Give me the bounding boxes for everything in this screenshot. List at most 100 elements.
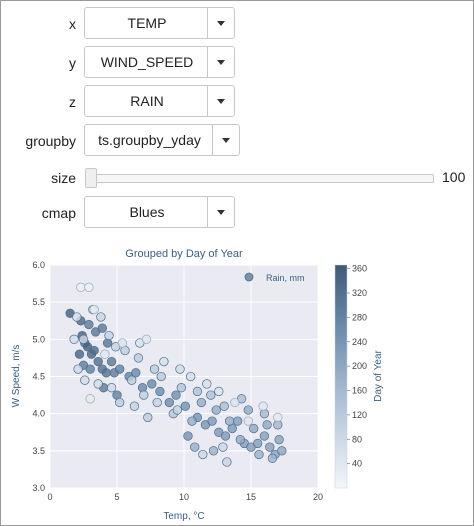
scatter-point — [143, 412, 153, 423]
x-select[interactable]: TEMP — [84, 7, 235, 39]
scatter-points — [65, 282, 287, 467]
x-select-value: TEMP — [127, 15, 167, 31]
scatter-point — [85, 364, 95, 374]
scatter-point — [74, 349, 85, 359]
scatter-point — [186, 371, 196, 382]
chevron-down-icon — [217, 99, 225, 104]
scatter-point — [97, 323, 107, 333]
scatter-point — [78, 334, 89, 344]
scatter-point — [232, 416, 243, 426]
scatter-point — [84, 282, 94, 292]
groupby-select-button[interactable] — [212, 125, 239, 155]
colorbar-tick-label: 320 — [352, 288, 367, 298]
scatter-point — [159, 356, 169, 367]
scatter-point — [208, 446, 219, 456]
scatter-point — [93, 379, 103, 389]
scatter-point — [76, 282, 86, 292]
scatter-point — [149, 364, 160, 374]
scatter-point — [155, 386, 165, 397]
scatter-point — [274, 435, 284, 445]
scatter-point — [196, 397, 207, 408]
size-slider-handle[interactable] — [85, 168, 97, 188]
scatter-point — [117, 338, 128, 348]
colorbar-tick-label: 80 — [352, 434, 362, 444]
scatter-point — [84, 319, 94, 330]
size-label: size — [51, 170, 76, 186]
y-tick-label: 3.5 — [32, 446, 45, 456]
y-tick-label: 6.0 — [32, 260, 45, 270]
z-select[interactable]: RAIN — [84, 85, 235, 117]
scatter-point — [265, 442, 275, 452]
scatter-point — [192, 386, 203, 397]
y-select-button[interactable] — [207, 47, 234, 77]
x-label: x — [69, 16, 76, 32]
z-select-button[interactable] — [207, 86, 234, 116]
scatter-point — [115, 397, 125, 408]
scatter-point — [129, 401, 140, 411]
grid-lines — [49, 264, 319, 489]
colorbar-tick-label: 360 — [352, 264, 367, 274]
scatter-point — [258, 401, 268, 411]
chevron-down-icon — [217, 210, 225, 215]
scatter-point — [133, 353, 144, 363]
scatter-point — [202, 379, 212, 389]
scatter-point — [96, 312, 106, 322]
legend-marker — [244, 272, 254, 282]
scatter-point — [211, 405, 221, 415]
scatter-point — [104, 330, 114, 341]
chevron-down-icon — [217, 21, 225, 26]
scatter-point — [93, 356, 103, 367]
colorbar-tick-label: 120 — [352, 410, 367, 420]
scatter-point — [139, 390, 149, 400]
colorbar-tick-label: 40 — [352, 459, 362, 469]
colorbar — [334, 264, 348, 489]
colorbar-tick-label: 200 — [352, 361, 367, 371]
scatter-point — [72, 312, 82, 322]
scatter-point — [187, 416, 197, 426]
scatter-point — [259, 431, 270, 441]
y-tick-label: 4.0 — [32, 409, 45, 419]
legend-label: Rain, mm — [266, 273, 305, 283]
scatter-point — [214, 386, 224, 397]
y-tick-labels: 3.0 3.5 4.0 4.5 5.0 5.5 6.0 — [32, 260, 45, 493]
x-select-button[interactable] — [207, 8, 234, 38]
scatter-point — [243, 416, 253, 426]
scatter-point — [190, 442, 200, 452]
scatter-point — [89, 304, 99, 315]
scatter-point — [243, 405, 253, 415]
colorbar-tick-label: 240 — [352, 337, 367, 347]
scatter-point — [259, 409, 270, 419]
scatter-point — [156, 371, 166, 382]
x-tick-label: 15 — [246, 492, 256, 502]
scatter-point — [115, 364, 125, 374]
scatter-point — [262, 420, 272, 430]
groupby-select[interactable]: ts.groupby_yday — [84, 124, 240, 156]
y-select[interactable]: WIND_SPEED — [84, 46, 235, 78]
cmap-select[interactable]: Blues — [84, 196, 235, 228]
scatter-point — [219, 401, 229, 411]
scatter-point — [222, 457, 232, 467]
scatter-point — [254, 449, 264, 460]
y-tick-label: 5.0 — [32, 334, 45, 344]
scatter-point — [207, 416, 217, 426]
y-tick-label: 5.5 — [32, 297, 45, 307]
scatter-point — [249, 423, 259, 434]
scatter-point — [69, 334, 79, 344]
chevron-down-icon — [217, 60, 225, 65]
scatter-point — [106, 383, 117, 393]
scatter-point — [100, 349, 110, 359]
size-slider-value: 100 — [442, 169, 466, 185]
colorbar-tick-label: 280 — [352, 312, 367, 322]
cmap-select-button[interactable] — [207, 197, 234, 227]
y-axis-label: W Speed, m/s — [11, 345, 22, 408]
size-slider-track[interactable] — [86, 174, 434, 183]
x-tick-labels: 0 5 10 15 20 — [47, 492, 323, 502]
scatter-point — [218, 442, 228, 452]
colorbar-label: Day of Year — [373, 349, 384, 401]
chevron-down-icon — [222, 138, 230, 143]
x-tick-label: 20 — [313, 492, 323, 502]
scatter-point — [80, 375, 90, 385]
groupby-select-value: ts.groupby_yday — [98, 132, 201, 148]
scatter-point — [172, 405, 182, 415]
